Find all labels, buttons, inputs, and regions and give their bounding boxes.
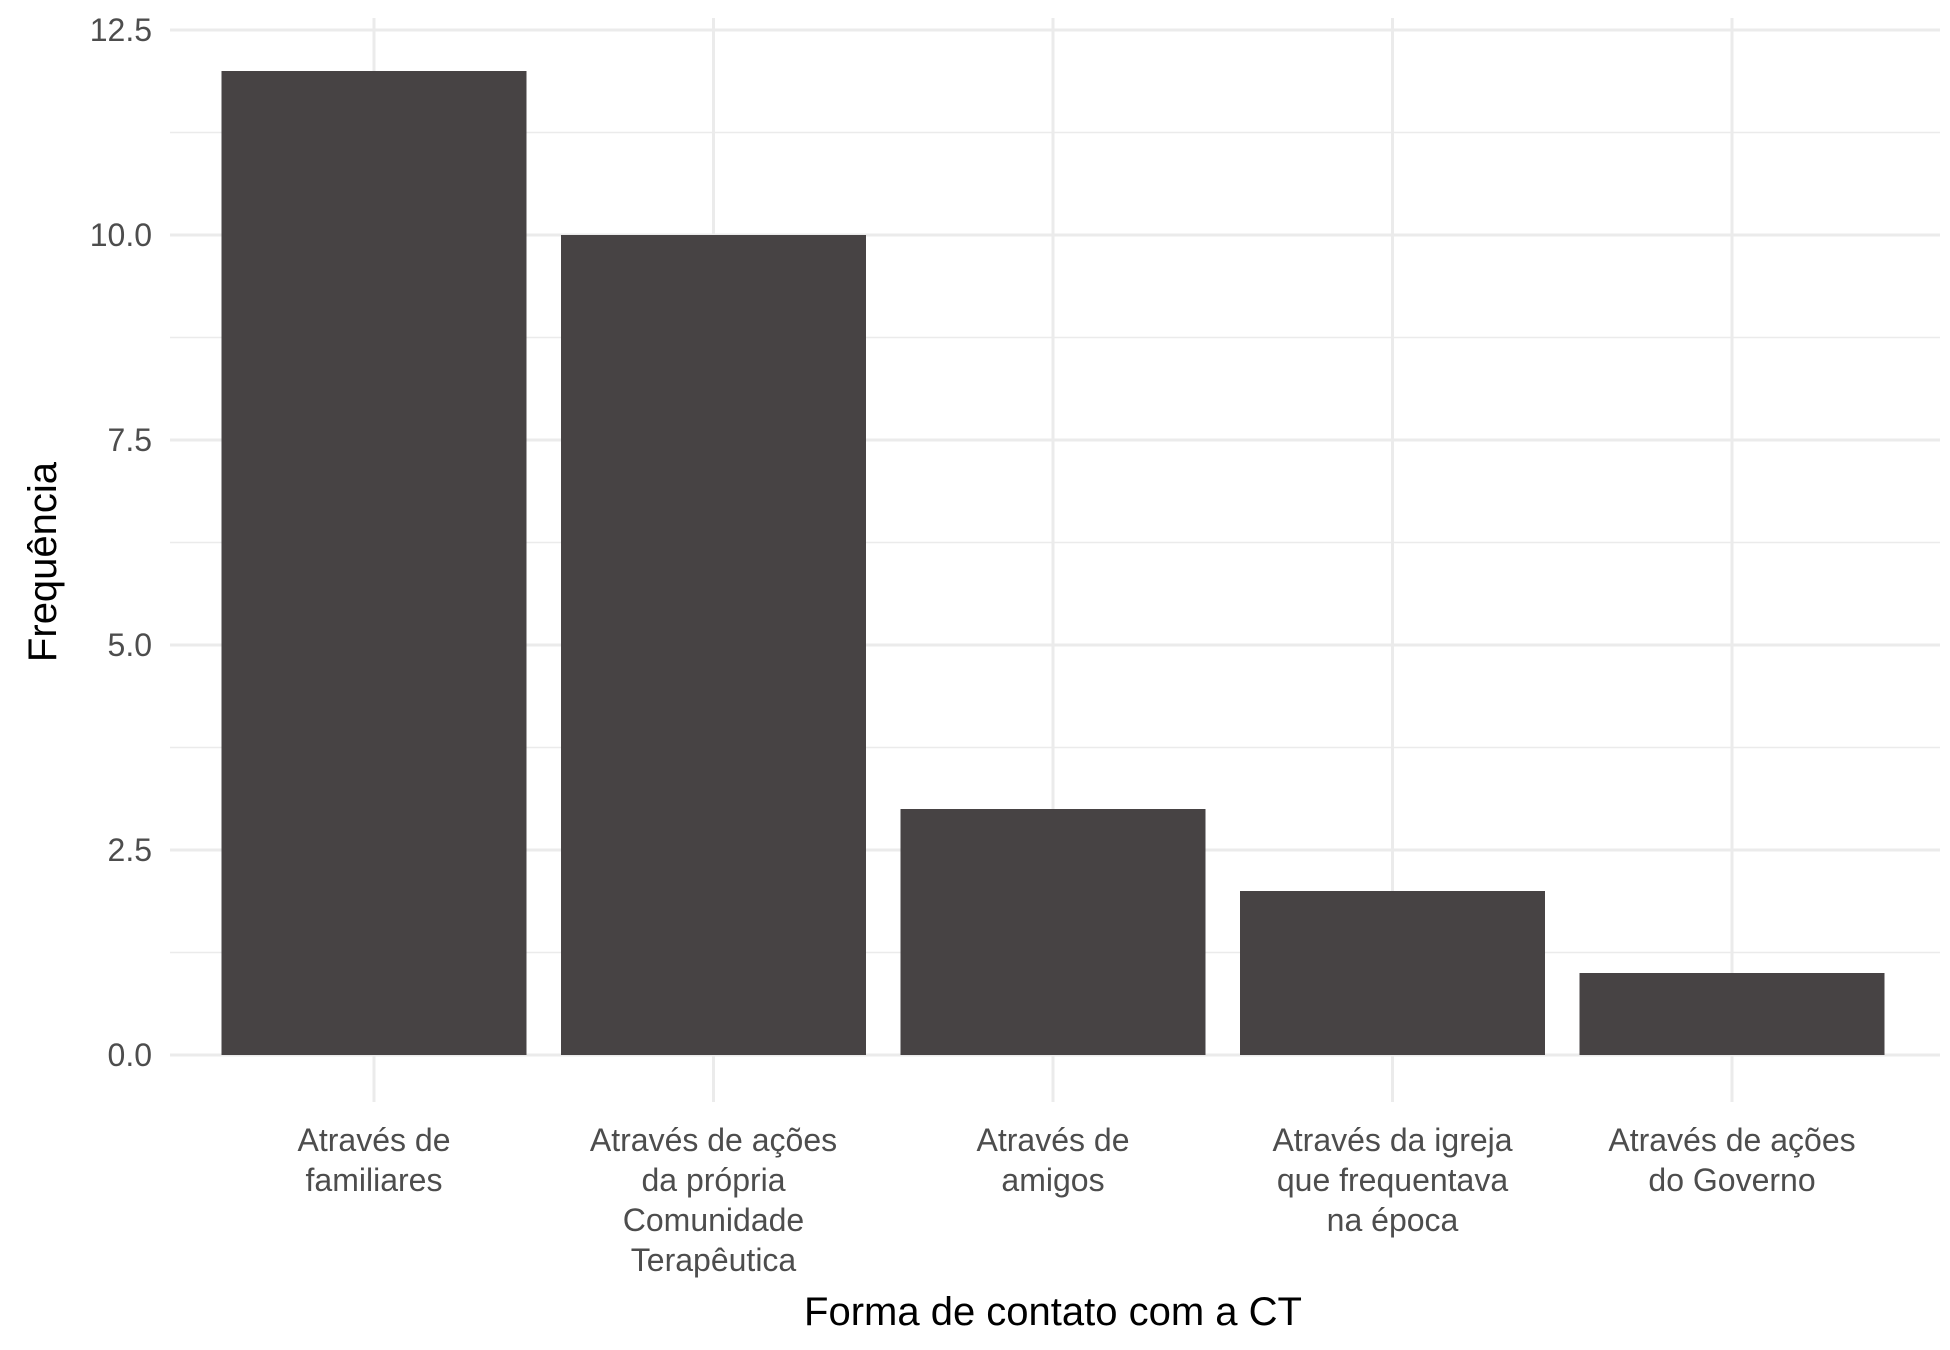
x-tick-label-line: da própria bbox=[641, 1162, 785, 1198]
x-tick-label-line: Comunidade bbox=[623, 1202, 804, 1238]
x-tick-label-line: familiares bbox=[306, 1162, 443, 1198]
x-axis-title: Forma de contato com a CT bbox=[804, 1290, 1302, 1334]
y-tick-label: 5.0 bbox=[108, 627, 152, 663]
bars bbox=[221, 71, 1885, 1055]
y-tick-label: 12.5 bbox=[90, 12, 152, 48]
x-tick-label-line: Através de ações bbox=[1608, 1122, 1855, 1158]
x-tick-label-line: amigos bbox=[1001, 1162, 1104, 1198]
bar bbox=[900, 809, 1206, 1055]
y-tick-label: 7.5 bbox=[108, 422, 152, 458]
x-tick-label-line: Através de ações bbox=[590, 1122, 837, 1158]
x-tick-label-line: Terapêutica bbox=[631, 1242, 797, 1278]
x-tick-label: Através de ações do Governo bbox=[1608, 1122, 1855, 1198]
x-tick-label-line: na época bbox=[1327, 1202, 1459, 1238]
bar bbox=[221, 71, 527, 1055]
y-axis-tick-labels: 0.0 2.5 5.0 7.5 10.0 12.5 bbox=[90, 12, 152, 1073]
y-tick-label: 10.0 bbox=[90, 217, 152, 253]
x-tick-label-line: Através de bbox=[298, 1122, 451, 1158]
bar bbox=[1579, 973, 1885, 1055]
x-tick-label-line: Através de bbox=[977, 1122, 1130, 1158]
x-axis-tick-labels: Através de familiares Através de ações da p… bbox=[298, 1122, 1856, 1278]
y-axis-title: Frequência bbox=[21, 461, 65, 662]
x-tick-label: Através de ações da própria Comunidade Tera… bbox=[590, 1122, 837, 1278]
x-tick-label-line: que frequentava bbox=[1277, 1162, 1509, 1198]
bar bbox=[561, 235, 866, 1055]
x-tick-label: Através de amigos bbox=[977, 1122, 1130, 1198]
y-tick-label: 0.0 bbox=[108, 1037, 152, 1073]
bar bbox=[1240, 891, 1545, 1055]
x-tick-label-line: Através da igreja bbox=[1272, 1122, 1512, 1158]
x-tick-label: Através de familiares bbox=[298, 1122, 451, 1198]
y-tick-label: 2.5 bbox=[108, 832, 152, 868]
x-tick-label: Através da igreja que frequentava na época bbox=[1272, 1122, 1512, 1238]
x-tick-label-line: do Governo bbox=[1648, 1162, 1815, 1198]
